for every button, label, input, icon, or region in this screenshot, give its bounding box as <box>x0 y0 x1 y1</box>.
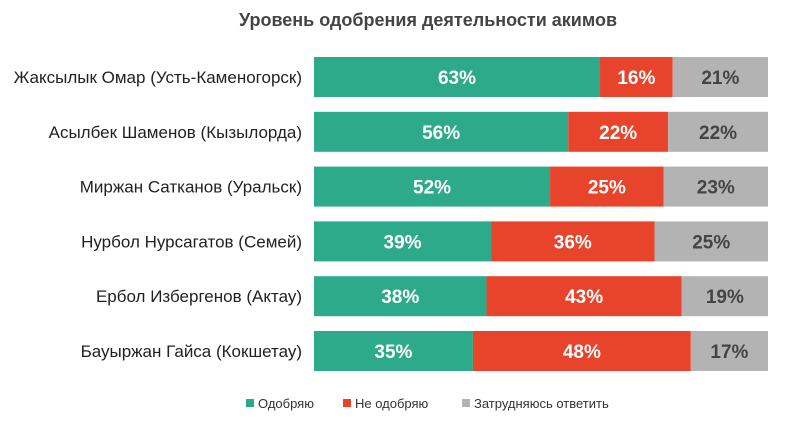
data-label: 25% <box>588 178 626 199</box>
bar-segment <box>491 221 655 262</box>
bars: 63% 16% 21% 56% 22% 22% 52% 25% 23% 39% 36% 25% 38% 4… <box>314 57 768 371</box>
legend-label: Не одобряю <box>355 396 429 411</box>
bar-segment <box>668 111 768 152</box>
category-label: Ербол Избергенов (Актау) <box>96 287 302 306</box>
bar-segment <box>314 221 492 262</box>
data-label: 22% <box>599 123 637 144</box>
bar-segment <box>568 111 669 152</box>
data-label: 38% <box>381 287 419 308</box>
category-label: Миржан Сатканов (Уральск) <box>80 178 302 197</box>
category-label: Нурбол Нурсагатов (Семей) <box>81 232 302 251</box>
legend-label: Одобряю <box>258 396 314 411</box>
bar-segment <box>314 331 473 371</box>
data-label: 56% <box>422 123 460 144</box>
category-label: Асылбек Шаменов (Кызылорда) <box>49 123 302 142</box>
chart-title: Уровень одобрения деятельности акимов <box>239 10 617 30</box>
legend-swatch <box>343 399 351 407</box>
data-label: 35% <box>374 342 412 363</box>
data-label: 52% <box>413 178 451 199</box>
legend: Одобряю Не одобряю Затрудняюсь ответить <box>246 396 609 411</box>
bar-segment <box>314 166 551 207</box>
data-label: 17% <box>710 342 748 363</box>
bar-segment <box>314 111 569 152</box>
legend-item: Затрудняюсь ответить <box>462 396 609 411</box>
legend-swatch <box>462 399 470 407</box>
data-label: 36% <box>554 232 592 253</box>
data-label: 22% <box>699 123 737 144</box>
bar-segment <box>672 57 768 97</box>
data-label: 63% <box>438 68 476 89</box>
bar-segment <box>600 57 673 97</box>
bar-segment <box>472 331 691 371</box>
data-label: 25% <box>692 232 730 253</box>
legend-swatch <box>246 399 254 407</box>
bar-segment <box>314 276 487 317</box>
category-labels: Жаксылык Омар (Усть-Каменогорск) Асылбек … <box>14 68 302 361</box>
legend-label: Затрудняюсь ответить <box>474 396 609 411</box>
bar-segment <box>690 331 768 371</box>
data-label: 39% <box>384 232 422 253</box>
data-label: 19% <box>706 287 744 308</box>
bar-segment <box>314 57 601 97</box>
bar-segment <box>486 276 682 317</box>
bar-segment <box>663 166 768 207</box>
bar-segment <box>550 166 664 207</box>
data-label: 48% <box>563 342 601 363</box>
bar-segment <box>654 221 768 262</box>
category-label: Жаксылык Омар (Усть-Каменогорск) <box>14 68 302 87</box>
category-label: Бауыржан Гайса (Кокшетау) <box>81 342 302 361</box>
data-label: 23% <box>697 178 735 199</box>
data-label: 16% <box>617 68 655 89</box>
legend-item: Не одобряю <box>343 396 429 411</box>
data-label: 21% <box>701 68 739 89</box>
bar-segment <box>681 276 768 317</box>
data-label: 43% <box>565 287 603 308</box>
legend-item: Одобряю <box>246 396 314 411</box>
